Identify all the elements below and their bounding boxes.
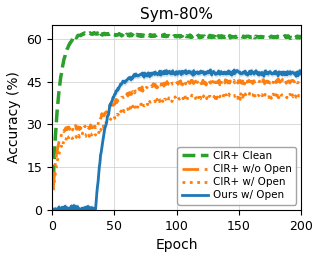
CIR+ w/o Open bbox=[149, 84, 153, 88]
Ours w/ Open bbox=[231, 72, 235, 75]
CIR+ w/o Open bbox=[132, 89, 136, 92]
CIR+ w/ Open bbox=[149, 100, 153, 103]
CIR+ w/o Open bbox=[231, 81, 235, 84]
Y-axis label: Accuracy (%): Accuracy (%) bbox=[7, 71, 21, 163]
Title: Sym-80%: Sym-80% bbox=[140, 7, 213, 22]
Ours w/ Open bbox=[133, 73, 137, 76]
CIR+ Clean bbox=[85, 31, 89, 34]
CIR+ Clean bbox=[150, 34, 154, 37]
CIR+ w/ Open bbox=[278, 91, 282, 95]
CIR+ w/o Open bbox=[299, 80, 303, 83]
CIR+ Clean bbox=[52, 176, 55, 179]
CIR+ w/ Open bbox=[231, 95, 235, 98]
Ours w/ Open bbox=[209, 68, 212, 71]
CIR+ w/o Open bbox=[81, 126, 85, 129]
CIR+ w/ Open bbox=[207, 95, 211, 98]
CIR+ w/o Open bbox=[207, 79, 211, 82]
CIR+ Clean bbox=[232, 35, 236, 39]
CIR+ w/ Open bbox=[132, 106, 136, 110]
CIR+ w/ Open bbox=[230, 95, 234, 98]
Ours w/ Open bbox=[52, 208, 55, 211]
CIR+ w/o Open bbox=[230, 79, 234, 82]
Line: CIR+ w/ Open: CIR+ w/ Open bbox=[53, 93, 301, 190]
CIR+ Clean bbox=[208, 34, 212, 37]
CIR+ w/o Open bbox=[272, 77, 276, 80]
X-axis label: Epoch: Epoch bbox=[155, 238, 198, 252]
Ours w/ Open bbox=[150, 72, 154, 75]
Ours w/ Open bbox=[208, 71, 212, 74]
Legend: CIR+ Clean, CIR+ w/o Open, CIR+ w/ Open, Ours w/ Open: CIR+ Clean, CIR+ w/o Open, CIR+ w/ Open,… bbox=[178, 147, 296, 205]
Line: Ours w/ Open: Ours w/ Open bbox=[53, 70, 301, 211]
Ours w/ Open bbox=[84, 209, 88, 212]
CIR+ w/ Open bbox=[81, 135, 85, 138]
Ours w/ Open bbox=[233, 72, 236, 75]
Ours w/ Open bbox=[81, 207, 85, 210]
Line: CIR+ w/o Open: CIR+ w/o Open bbox=[53, 78, 301, 188]
CIR+ Clean bbox=[133, 34, 137, 37]
CIR+ Clean bbox=[299, 35, 303, 38]
CIR+ Clean bbox=[231, 35, 235, 39]
CIR+ Clean bbox=[81, 33, 85, 36]
CIR+ w/o Open bbox=[52, 186, 55, 190]
CIR+ w/ Open bbox=[52, 189, 55, 192]
Line: CIR+ Clean: CIR+ Clean bbox=[53, 33, 301, 177]
Ours w/ Open bbox=[299, 72, 303, 75]
CIR+ w/ Open bbox=[299, 93, 303, 96]
